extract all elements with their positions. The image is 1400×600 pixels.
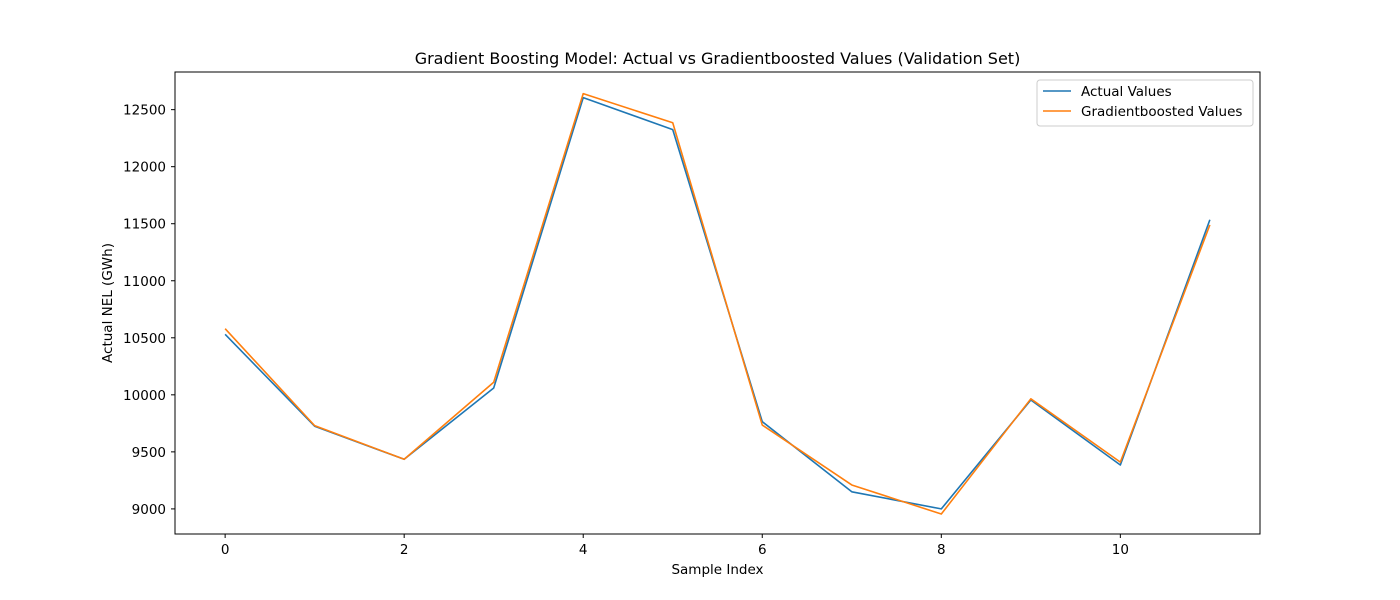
legend-box	[1036, 79, 1254, 127]
y-tick-label: 9000	[132, 502, 166, 518]
y-axis-ticks: 9000 9500 10000 10500 11000 11500 12000 12500	[123, 103, 175, 518]
legend-label-gradientboosted: Gradientboosted Values	[1081, 104, 1242, 120]
legend-label-actual: Actual Values	[1081, 84, 1172, 100]
y-tick-label: 12500	[123, 103, 166, 119]
y-tick-label: 10000	[123, 388, 166, 404]
y-tick-label: 11000	[123, 274, 166, 290]
x-tick-label: 2	[400, 542, 409, 558]
x-axis-ticks: 0 2 4 6 8 10	[221, 534, 1129, 558]
legend: Actual Values Gradientboosted Values	[1036, 79, 1254, 127]
x-axis-label: Sample Index	[671, 562, 763, 578]
chart-title: Gradient Boosting Model: Actual vs Gradi…	[415, 49, 1021, 68]
x-tick-label: 8	[937, 542, 946, 558]
x-tick-label: 4	[579, 542, 588, 558]
x-tick-label: 0	[221, 542, 230, 558]
y-tick-label: 11500	[123, 217, 166, 233]
y-axis-label: Actual NEL (GWh)	[100, 243, 116, 363]
x-tick-label: 10	[1112, 542, 1129, 558]
series-line-gradientboosted	[224, 92, 1211, 515]
x-tick-label: 6	[758, 542, 767, 558]
series-lines	[224, 92, 1211, 515]
y-tick-label: 9500	[132, 445, 166, 461]
y-tick-label: 12000	[123, 160, 166, 176]
plot-area	[174, 71, 1261, 535]
y-tick-label: 10500	[123, 331, 166, 347]
